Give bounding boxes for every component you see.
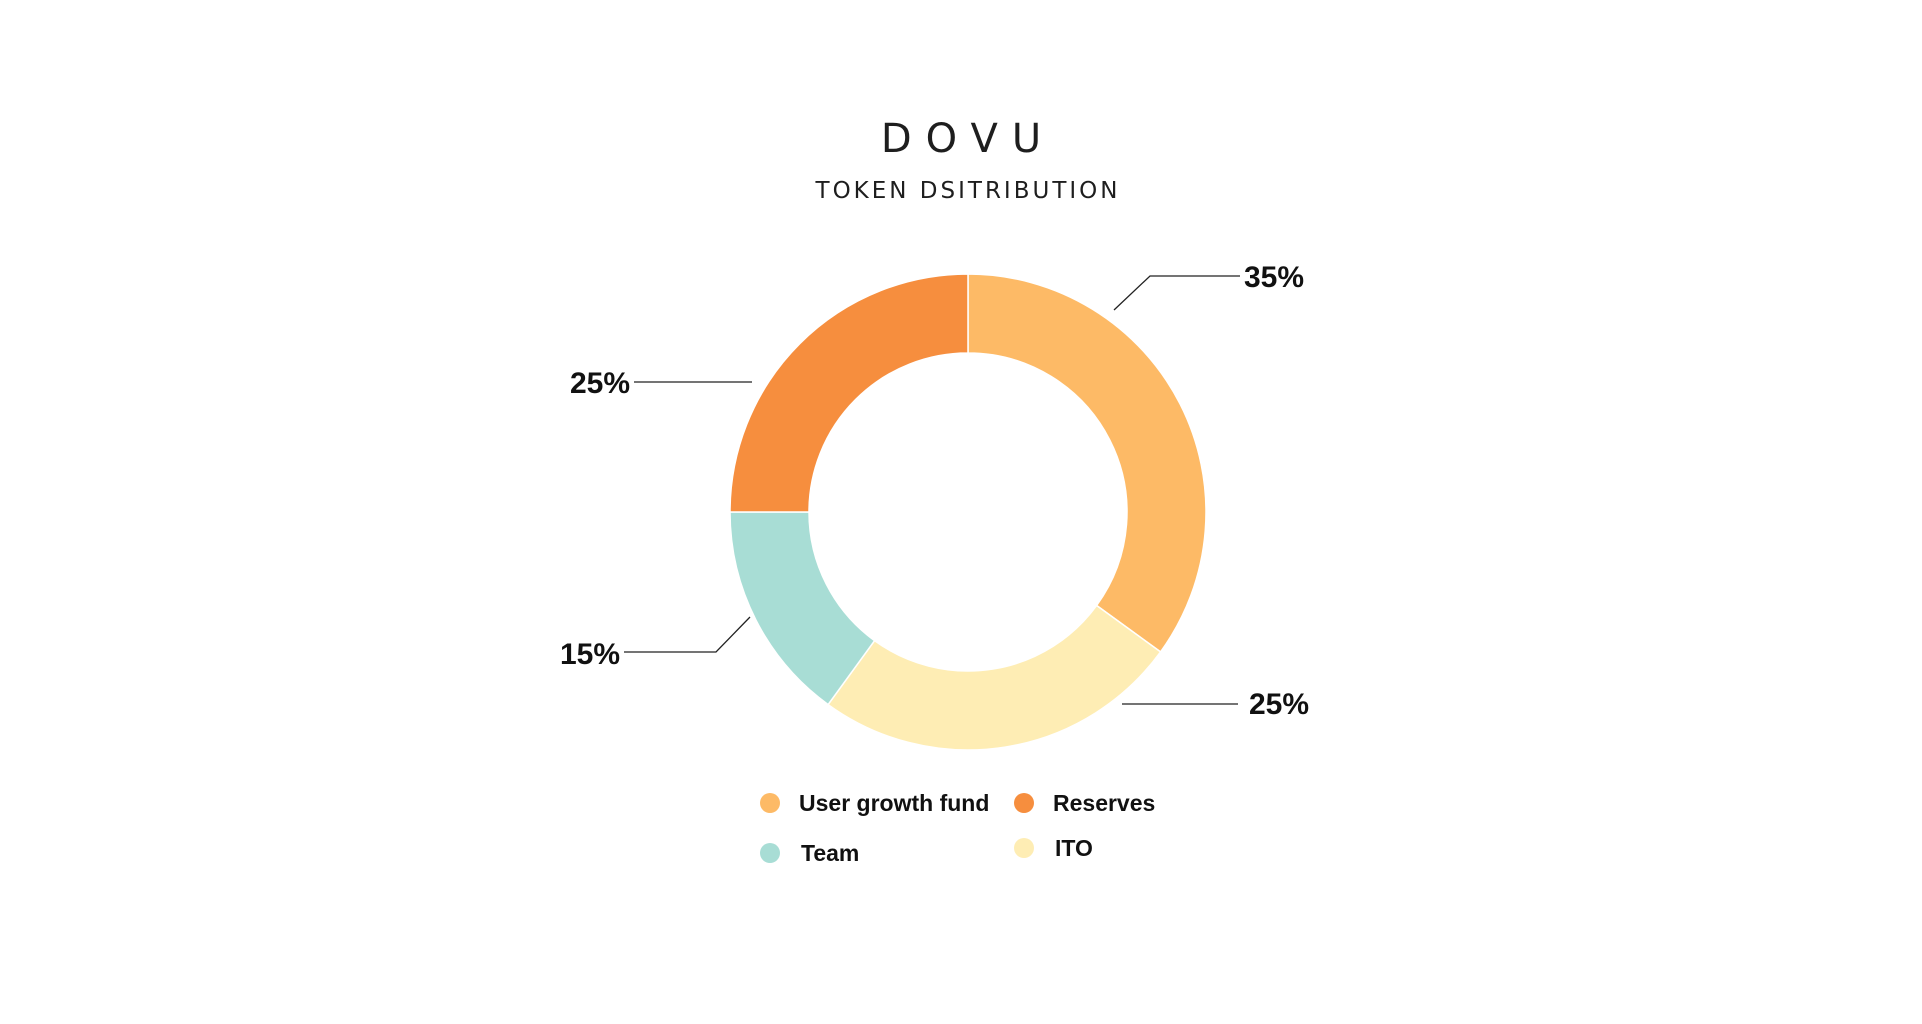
legend-swatch-reserves xyxy=(1014,793,1034,813)
value-label-user-growth-fund: 35% xyxy=(1244,261,1304,294)
donut-slice-ito xyxy=(827,604,1162,751)
legend-item-reserves: Reserves xyxy=(1014,790,1155,816)
donut-slices xyxy=(729,273,1207,751)
legend-item-ito: ITO xyxy=(1014,835,1093,861)
value-label-ito: 25% xyxy=(1249,688,1309,721)
legend-swatch-user-growth-fund xyxy=(760,793,780,813)
leader-line-user-growth-fund xyxy=(1113,275,1240,311)
legend-label-team: Team xyxy=(801,840,859,866)
legend-swatch-team xyxy=(760,843,780,863)
value-label-team: 15% xyxy=(560,638,620,671)
logo-text: DOVU xyxy=(881,116,1055,162)
legend-item-team: Team xyxy=(760,840,859,866)
chart-title: TOKEN DSITRIBUTION xyxy=(815,178,1121,204)
leader-line-team xyxy=(624,616,751,653)
donut-slice-user-growth-fund xyxy=(967,273,1207,653)
donut-slice-reserves xyxy=(729,273,969,513)
legend-label-user-growth-fund: User growth fund xyxy=(799,790,989,816)
legend-item-user-growth-fund: User growth fund xyxy=(760,790,989,816)
legend-label-reserves: Reserves xyxy=(1053,790,1155,816)
legend: User growth fund Reserves Team ITO xyxy=(760,790,1155,866)
legend-label-ito: ITO xyxy=(1055,835,1093,861)
leader-lines xyxy=(624,275,1240,705)
dovu-logo: DOVU xyxy=(881,116,1055,162)
value-labels: 35% 25% 15% 25% xyxy=(560,261,1309,721)
value-label-reserves: 25% xyxy=(570,367,630,400)
legend-swatch-ito xyxy=(1014,838,1034,858)
